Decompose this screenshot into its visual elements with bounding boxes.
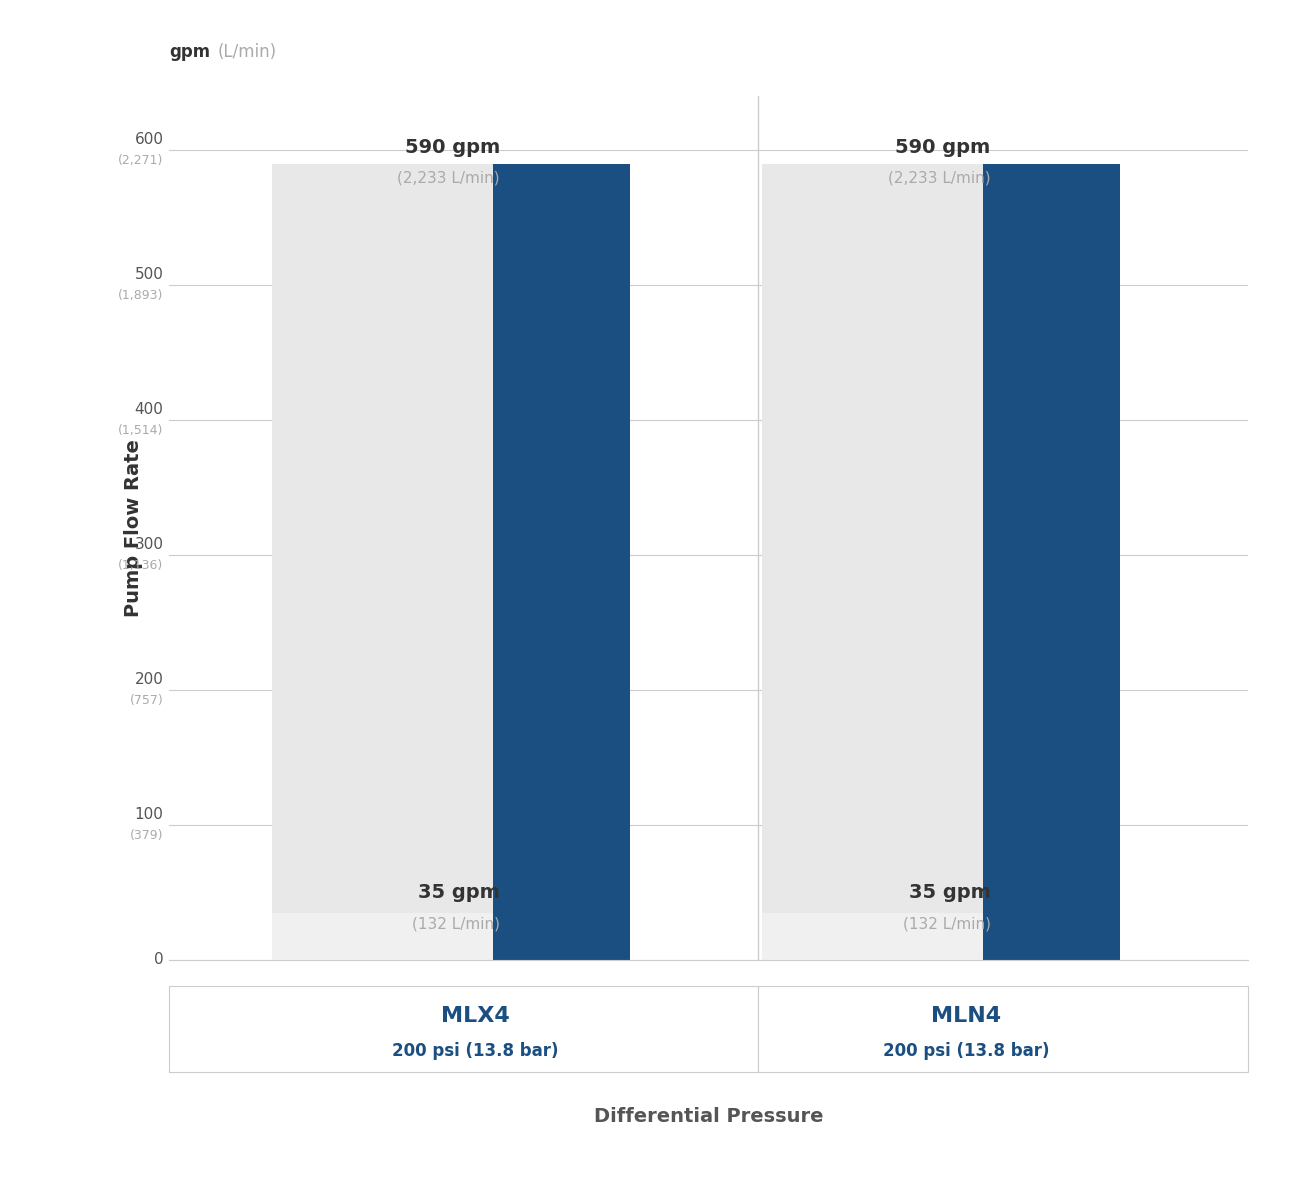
Text: 500: 500 [135,266,164,282]
Text: (1,136): (1,136) [118,559,164,572]
Text: (2,233 L/min): (2,233 L/min) [888,170,991,185]
Text: 590 gpm: 590 gpm [404,138,500,157]
Text: 35 gpm: 35 gpm [909,883,991,902]
Text: 200 psi (13.8 bar): 200 psi (13.8 bar) [393,1042,559,1060]
Text: (132 L/min): (132 L/min) [412,917,500,931]
Text: 35 gpm: 35 gpm [419,883,500,902]
Bar [493,163,630,960]
Y-axis label: Pump Flow Rate: Pump Flow Rate [125,439,143,617]
Text: 100: 100 [135,806,164,822]
Bar [983,163,1121,960]
Text: MLX4: MLX4 [441,1006,510,1026]
FancyBboxPatch shape [758,986,1248,1073]
Bar [762,163,998,960]
Text: 0: 0 [153,953,164,967]
Text: 300: 300 [135,536,164,552]
Text: (132 L/min): (132 L/min) [902,917,991,931]
Text: (379): (379) [130,829,164,842]
Text: 200 psi (13.8 bar): 200 psi (13.8 bar) [883,1042,1049,1060]
FancyBboxPatch shape [169,986,758,1073]
Text: 200: 200 [135,672,164,686]
Text: (2,233 L/min): (2,233 L/min) [398,170,500,185]
Text: MLN4: MLN4 [931,1006,1001,1026]
Text: gpm: gpm [169,43,211,61]
Text: (757): (757) [130,695,164,707]
Text: (L/min): (L/min) [217,43,277,61]
Text: 600: 600 [135,132,164,146]
Text: (1,893): (1,893) [118,289,164,302]
Text: 400: 400 [135,402,164,416]
Bar [762,913,998,960]
Text: 590 gpm: 590 gpm [896,138,991,157]
Text: (2,271): (2,271) [118,155,164,167]
Bar [272,163,507,960]
Text: (1,514): (1,514) [118,425,164,437]
Bar [272,913,507,960]
Text: Differential Pressure: Differential Pressure [594,1106,823,1126]
